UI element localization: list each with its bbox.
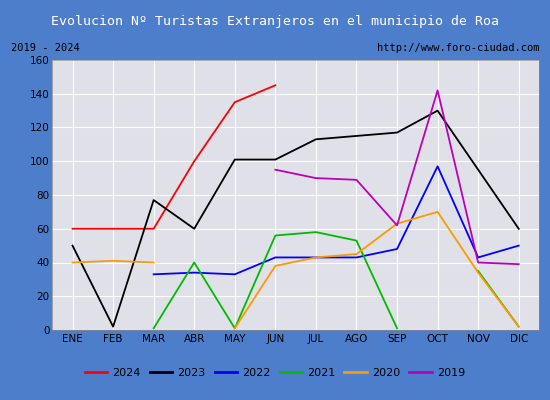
Legend: 2024, 2023, 2022, 2021, 2020, 2019: 2024, 2023, 2022, 2021, 2020, 2019 — [85, 368, 465, 378]
Text: 2019 - 2024: 2019 - 2024 — [11, 43, 80, 53]
Text: Evolucion Nº Turistas Extranjeros en el municipio de Roa: Evolucion Nº Turistas Extranjeros en el … — [51, 15, 499, 28]
Text: http://www.foro-ciudad.com: http://www.foro-ciudad.com — [377, 43, 539, 53]
